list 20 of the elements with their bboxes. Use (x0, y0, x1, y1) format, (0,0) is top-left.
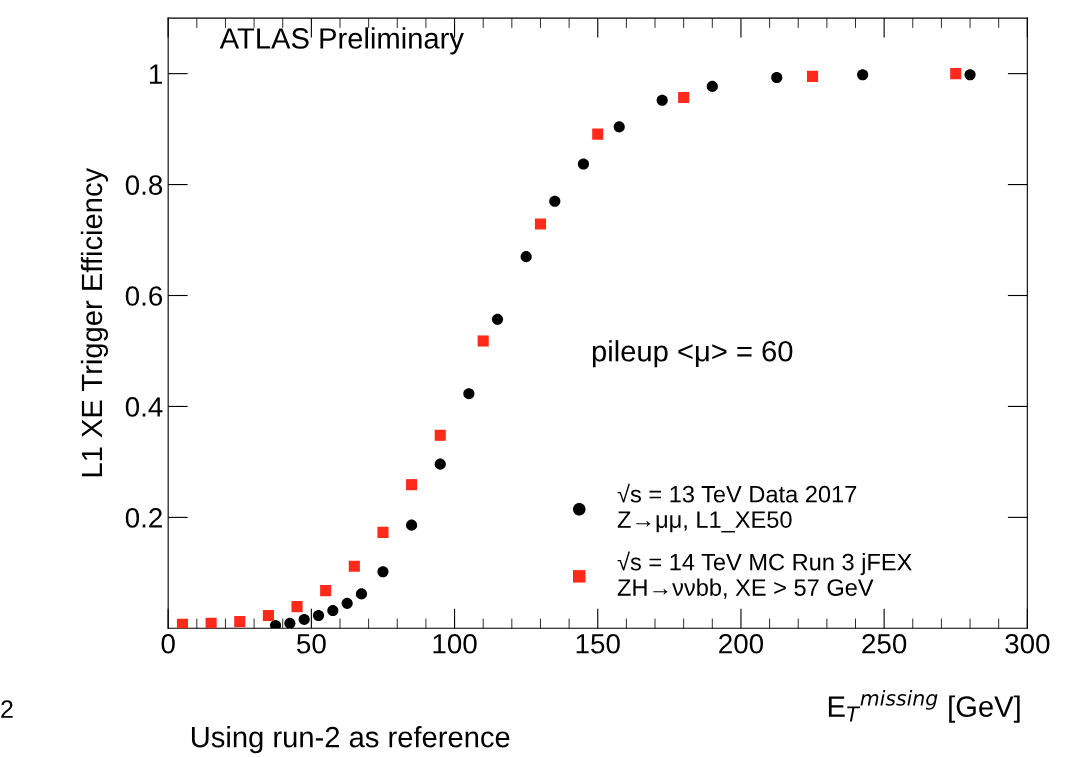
y-tick-label: 0.6 (125, 286, 163, 306)
y-tick-label: 0.4 (125, 397, 163, 417)
x-tick-label: 100 (433, 633, 477, 654)
text: Using run-2 as reference (191, 726, 510, 754)
legend-label: √s = 13 TeV Data 2017 Z→μμ, L1_XE50 (617, 483, 857, 533)
x-tick-label: 250 (862, 633, 907, 654)
x-tick-label: 50 (297, 633, 326, 654)
x-axis-title: E$_{T}$$^{missing}$ [GeV] (828, 689, 1020, 723)
annotation: ATLAS Preliminary (219, 27, 464, 55)
legend-label: √s = 14 TeV MC Run 3 jFEX ZH→ννbb, XE > 57 GeV (617, 551, 912, 599)
x-tick-label: 200 (719, 633, 764, 654)
y-tick-label: 1 (149, 64, 162, 84)
x-tick-label: 0 (161, 633, 175, 654)
x-tick-label: 150 (576, 633, 620, 654)
y-tick-label: 0.2 (125, 508, 162, 528)
text: 2 (1, 700, 13, 718)
annotation: pileup <μ> = 60 (592, 340, 793, 368)
y-tick-label: 0.8 (125, 175, 163, 195)
x-tick-label: 300 (1005, 633, 1050, 654)
y-axis-title: L1 XE Trigger Efficiency (80, 167, 109, 477)
